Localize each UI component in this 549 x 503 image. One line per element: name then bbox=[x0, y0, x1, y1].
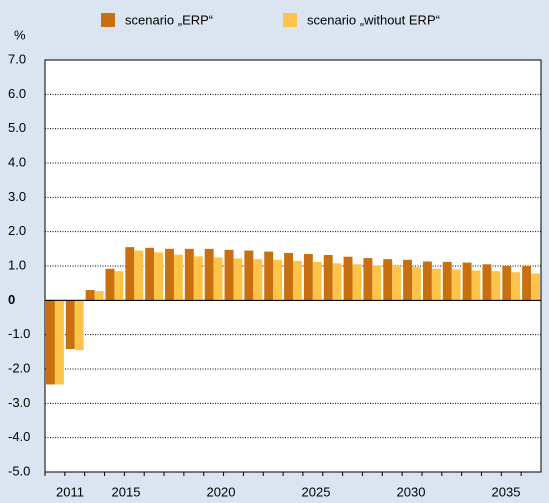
legend-label: scenario „ERP“ bbox=[125, 12, 213, 27]
bar bbox=[184, 248, 194, 301]
bar bbox=[94, 291, 104, 301]
bar bbox=[471, 270, 481, 301]
bar bbox=[165, 248, 174, 301]
legend-swatch bbox=[283, 13, 297, 27]
y-tick-label: 6.0 bbox=[8, 86, 26, 101]
bar bbox=[522, 266, 532, 301]
legend-swatch bbox=[101, 13, 115, 27]
bar bbox=[54, 300, 64, 385]
y-tick-label: 5.0 bbox=[8, 120, 26, 135]
bar bbox=[193, 256, 203, 301]
y-tick-label: 1.0 bbox=[8, 257, 26, 272]
legend-label: scenario „without ERP“ bbox=[307, 12, 440, 27]
bar bbox=[74, 300, 84, 351]
bar bbox=[482, 264, 492, 301]
bar bbox=[403, 259, 413, 301]
bar bbox=[154, 252, 164, 301]
bar bbox=[352, 264, 362, 301]
bar bbox=[392, 266, 402, 301]
bar bbox=[233, 258, 243, 301]
bar bbox=[134, 250, 144, 301]
y-tick-label: 7.0 bbox=[8, 51, 26, 66]
bar bbox=[224, 249, 234, 301]
bar bbox=[105, 268, 115, 301]
bar bbox=[511, 272, 521, 301]
bar bbox=[273, 259, 283, 301]
x-tick-label: 2020 bbox=[207, 484, 236, 499]
bar bbox=[312, 261, 322, 301]
bar bbox=[451, 269, 461, 301]
bar bbox=[363, 258, 373, 301]
x-tick-label: 2035 bbox=[492, 484, 521, 499]
x-tick-label: 2025 bbox=[302, 484, 331, 499]
x-tick-label: 2011 bbox=[56, 484, 84, 499]
y-tick-label: 4.0 bbox=[8, 154, 26, 169]
bar bbox=[213, 257, 223, 301]
bar bbox=[491, 271, 501, 301]
bar bbox=[114, 271, 124, 301]
bar bbox=[442, 261, 452, 301]
bar bbox=[303, 253, 313, 301]
bar bbox=[383, 259, 393, 301]
y-tick-label: 3.0 bbox=[8, 189, 26, 204]
bar bbox=[293, 260, 302, 301]
bar bbox=[284, 252, 293, 301]
bar bbox=[45, 300, 55, 385]
bar bbox=[323, 255, 333, 301]
bar bbox=[531, 273, 541, 301]
bar bbox=[253, 259, 263, 301]
y-tick-label: 0 bbox=[8, 292, 15, 307]
bar bbox=[372, 265, 382, 301]
bar bbox=[125, 247, 135, 301]
bar bbox=[431, 268, 441, 301]
y-tick-label: -2.0 bbox=[8, 360, 30, 375]
x-tick-label: 2030 bbox=[397, 484, 426, 499]
bar bbox=[244, 250, 254, 301]
bar bbox=[422, 261, 432, 301]
bar bbox=[502, 266, 512, 301]
y-tick-label: -3.0 bbox=[8, 395, 30, 410]
bar bbox=[412, 267, 421, 301]
bar bbox=[264, 251, 274, 301]
bar bbox=[65, 300, 75, 350]
y-tick-label: -1.0 bbox=[8, 326, 30, 341]
bar bbox=[85, 290, 95, 301]
y-tick-label: 2.0 bbox=[8, 223, 26, 238]
y-axis-label: % bbox=[14, 27, 26, 42]
bar bbox=[462, 262, 472, 301]
bar bbox=[173, 254, 183, 301]
bar bbox=[332, 263, 342, 301]
bar bbox=[145, 247, 155, 301]
y-tick-label: -4.0 bbox=[8, 429, 30, 444]
bar bbox=[343, 256, 353, 301]
y-tick-label: -5.0 bbox=[8, 463, 30, 478]
x-tick-label: 2015 bbox=[112, 484, 141, 499]
bar bbox=[204, 248, 214, 301]
